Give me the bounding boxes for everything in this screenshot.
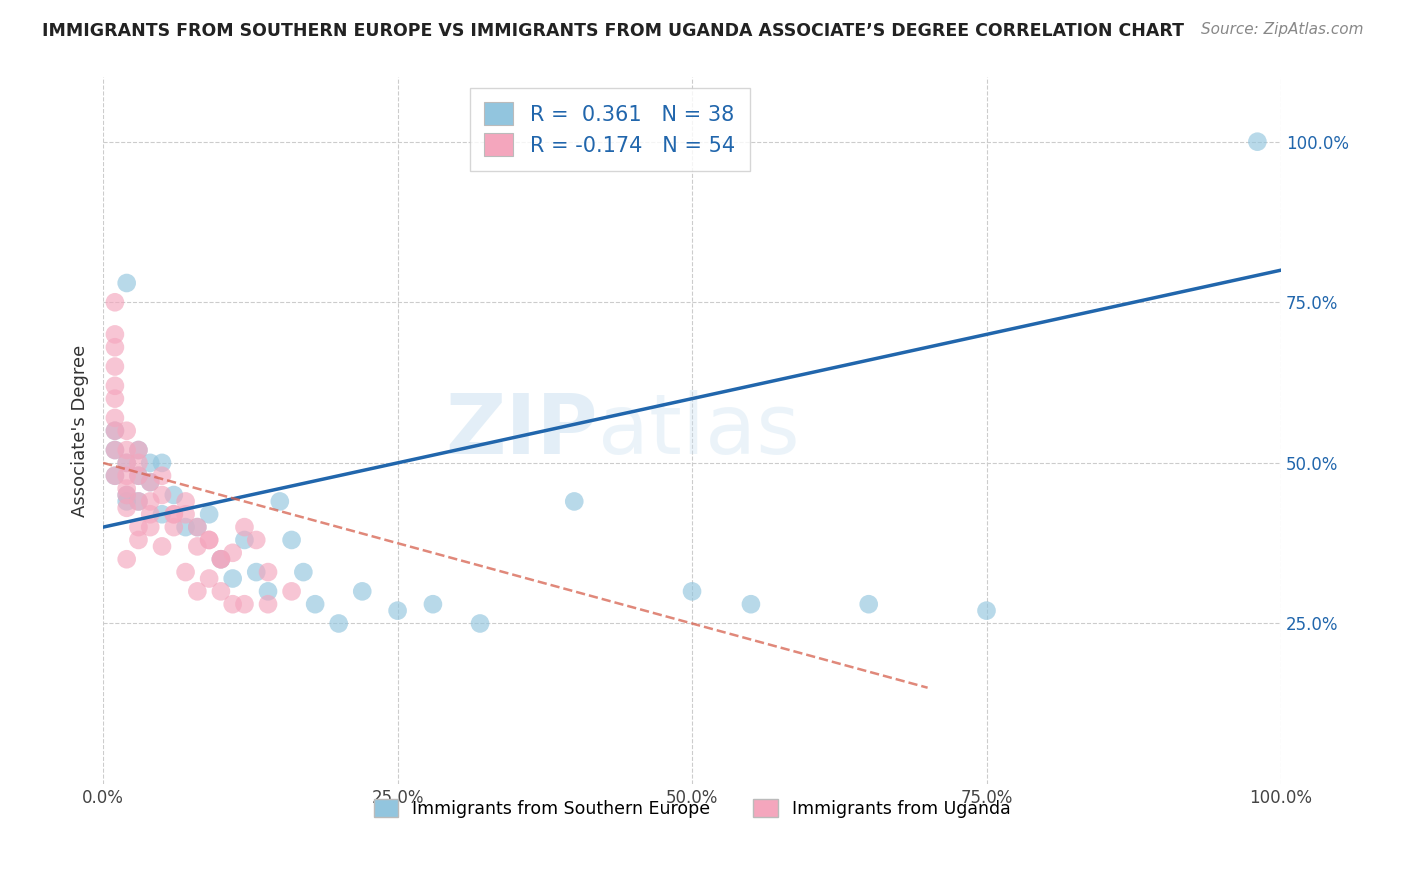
Point (163, 520, 186, 534)
Point (127, 520, 149, 534)
Point (139, 520, 162, 534)
Point (209, 552, 232, 566)
Point (127, 494, 149, 508)
Point (858, 597, 880, 611)
Point (150, 540, 173, 554)
Point (150, 456, 173, 470)
Y-axis label: Associate's Degree: Associate's Degree (72, 344, 89, 516)
Point (150, 508, 173, 522)
Legend: Immigrants from Southern Europe, Immigrants from Uganda: Immigrants from Southern Europe, Immigra… (367, 792, 1018, 825)
Point (681, 584, 703, 599)
Point (150, 468, 173, 483)
Point (198, 533, 221, 547)
Point (198, 508, 221, 522)
Point (257, 565, 280, 579)
Point (115, 552, 138, 566)
Point (221, 546, 243, 560)
Text: Source: ZipAtlas.com: Source: ZipAtlas.com (1201, 22, 1364, 37)
Point (387, 604, 409, 618)
Point (163, 508, 186, 522)
Point (115, 456, 138, 470)
Point (976, 604, 998, 618)
Point (186, 520, 208, 534)
Point (115, 488, 138, 502)
Point (115, 443, 138, 458)
Point (280, 533, 302, 547)
Point (328, 616, 350, 631)
Point (163, 488, 186, 502)
Text: IMMIGRANTS FROM SOUTHERN EUROPE VS IMMIGRANTS FROM UGANDA ASSOCIATE’S DEGREE COR: IMMIGRANTS FROM SOUTHERN EUROPE VS IMMIG… (42, 22, 1184, 40)
Point (104, 411, 127, 425)
Text: atlas: atlas (598, 391, 800, 471)
Point (139, 508, 162, 522)
Point (352, 584, 374, 599)
Point (139, 494, 162, 508)
Point (257, 584, 280, 599)
Point (245, 533, 267, 547)
Point (292, 565, 315, 579)
Point (139, 456, 162, 470)
Point (174, 565, 197, 579)
Point (304, 597, 326, 611)
Point (139, 475, 162, 490)
Point (269, 494, 291, 508)
Point (127, 468, 149, 483)
Point (186, 520, 208, 534)
Point (115, 482, 138, 496)
Point (115, 468, 138, 483)
Point (104, 468, 127, 483)
Point (115, 276, 138, 290)
Point (174, 494, 197, 508)
Point (186, 584, 208, 599)
Point (127, 443, 149, 458)
Point (233, 520, 256, 534)
Point (104, 327, 127, 342)
Point (104, 295, 127, 310)
Point (127, 533, 149, 547)
Point (1246, 135, 1268, 149)
Point (233, 597, 256, 611)
Point (221, 597, 243, 611)
Point (233, 533, 256, 547)
Point (186, 540, 208, 554)
Point (115, 424, 138, 438)
Point (174, 520, 197, 534)
Point (740, 597, 762, 611)
Point (198, 572, 221, 586)
Point (163, 508, 186, 522)
Point (104, 359, 127, 374)
Point (174, 508, 197, 522)
Point (209, 552, 232, 566)
Point (127, 494, 149, 508)
Point (468, 616, 491, 631)
Point (198, 533, 221, 547)
Point (221, 572, 243, 586)
Point (245, 565, 267, 579)
Point (104, 392, 127, 406)
Point (115, 494, 138, 508)
Point (104, 443, 127, 458)
Point (280, 584, 302, 599)
Point (104, 340, 127, 354)
Point (127, 443, 149, 458)
Point (127, 468, 149, 483)
Point (150, 488, 173, 502)
Text: ZIP: ZIP (446, 391, 598, 471)
Point (209, 552, 232, 566)
Point (422, 597, 444, 611)
Point (209, 584, 232, 599)
Point (115, 500, 138, 515)
Point (104, 424, 127, 438)
Point (104, 424, 127, 438)
Point (127, 456, 149, 470)
Point (104, 468, 127, 483)
Point (115, 456, 138, 470)
Point (104, 443, 127, 458)
Point (115, 488, 138, 502)
Point (257, 597, 280, 611)
Point (104, 379, 127, 393)
Point (139, 475, 162, 490)
Point (562, 494, 585, 508)
